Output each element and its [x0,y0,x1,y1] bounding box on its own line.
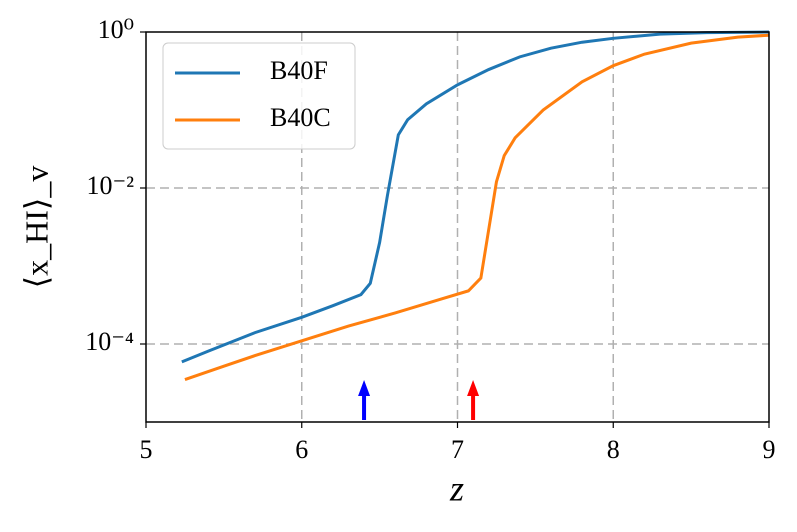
x-tick-label: 9 [763,435,776,464]
x-tick-label: 6 [295,435,308,464]
series-line [184,33,770,381]
x-tick-label: 5 [140,435,153,464]
y-tick-label: 10⁻² [86,171,134,200]
arrow-head [358,380,371,396]
legend-label: B40C [270,103,331,132]
plot-frame [145,31,770,423]
x-axis-label: z [449,468,464,508]
x-tick-label: 8 [607,435,620,464]
arrow-head [467,380,480,396]
y-tick-label: 10⁻⁴ [85,327,134,356]
y-axis-label: ⟨x_HI⟩_v [18,166,54,289]
legend-label: B40F [270,56,328,85]
series-line [181,30,770,364]
y-tick-label: 10⁰ [98,15,134,44]
legend-box [162,42,356,150]
x-tick-label: 7 [451,435,464,464]
